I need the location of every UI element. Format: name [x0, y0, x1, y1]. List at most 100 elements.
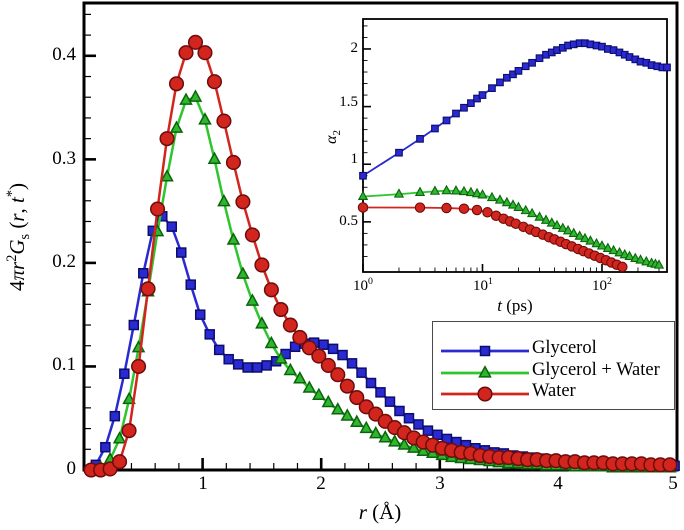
- square-marker: [521, 62, 530, 71]
- circle-marker: [477, 386, 493, 402]
- circle-marker: [273, 301, 289, 318]
- main-x-tick-label: 1: [198, 473, 208, 494]
- triangle-marker: [397, 437, 411, 450]
- circle-marker: [282, 317, 298, 333]
- triangle-marker: [641, 255, 652, 266]
- triangle-marker: [624, 250, 635, 261]
- triangle-marker: [507, 199, 519, 209]
- inset-plot: [357, 18, 671, 273]
- triangle-marker: [283, 362, 298, 376]
- circle-marker: [339, 378, 355, 394]
- square-marker: [422, 425, 434, 436]
- triangle-marker: [546, 217, 557, 227]
- triangle-marker: [293, 371, 307, 384]
- triangle-marker: [557, 222, 568, 232]
- triangle-marker: [520, 204, 531, 215]
- triangle-marker: [245, 293, 260, 306]
- circle-marker: [357, 202, 369, 213]
- circle-marker: [149, 201, 166, 217]
- triangle-marker: [494, 194, 506, 204]
- inset-x-tick-label: 101: [473, 276, 493, 294]
- circle-marker: [168, 76, 185, 92]
- legend-label: Water: [532, 381, 576, 401]
- legend-label: Glycerol + Water: [532, 360, 660, 380]
- main-y-axis-label: 4πr2Gs (r, t*): [4, 183, 34, 291]
- square-marker: [488, 84, 496, 93]
- triangle-marker: [207, 151, 222, 164]
- circle-marker: [263, 282, 279, 298]
- square-marker: [535, 54, 544, 63]
- square-marker: [119, 368, 130, 379]
- square-marker: [109, 410, 121, 422]
- square-marker: [431, 124, 439, 133]
- square-marker: [359, 171, 367, 180]
- triangle-marker: [226, 232, 241, 245]
- circle-marker: [441, 202, 452, 214]
- legend-key: [441, 386, 529, 402]
- triangle-marker: [477, 189, 488, 199]
- square-marker: [467, 99, 475, 107]
- circle-marker: [414, 202, 426, 213]
- circle-marker: [244, 227, 260, 243]
- triangle-marker: [591, 237, 602, 248]
- main-y-tick-label: 0.2: [52, 251, 76, 272]
- triangle-marker: [359, 420, 374, 434]
- triangle-marker: [406, 440, 421, 453]
- circle-marker: [131, 358, 147, 375]
- square-marker: [232, 359, 244, 370]
- square-marker: [403, 412, 415, 424]
- square-marker: [384, 396, 396, 407]
- circle-marker: [292, 329, 308, 346]
- triangle-marker: [614, 246, 625, 257]
- triangle-marker: [471, 187, 483, 198]
- triangle-marker: [416, 443, 430, 456]
- triangle-marker: [630, 252, 641, 263]
- square-marker: [413, 419, 424, 430]
- inset-series-water: [357, 202, 628, 273]
- legend-key: [441, 365, 529, 378]
- inset-y-tick-label: 1.5: [339, 94, 358, 110]
- triangle-marker: [478, 365, 492, 378]
- triangle-marker: [393, 188, 405, 198]
- square-marker: [213, 344, 225, 356]
- square-marker: [442, 116, 451, 125]
- inset-series-glycerol-water: [357, 184, 665, 269]
- square-marker: [365, 377, 377, 389]
- triangle-marker: [302, 380, 317, 393]
- legend-item-water: Water: [433, 381, 674, 403]
- square-marker: [452, 109, 460, 118]
- square-marker: [251, 362, 263, 373]
- triangle-marker: [551, 219, 563, 230]
- square-marker: [496, 78, 504, 87]
- triangle-marker: [501, 196, 513, 207]
- triangle-marker: [574, 230, 585, 240]
- square-marker: [460, 103, 468, 112]
- square-marker: [479, 345, 491, 357]
- triangle-marker: [534, 211, 545, 221]
- triangle-marker: [608, 244, 619, 255]
- circle-marker: [140, 281, 156, 297]
- triangle-marker: [526, 207, 538, 218]
- triangle-marker: [486, 191, 498, 202]
- square-marker: [185, 279, 196, 290]
- main-y-tick-label: 0: [66, 458, 77, 479]
- square-marker: [416, 135, 424, 143]
- series-line: [362, 42, 667, 177]
- circle-marker: [225, 154, 241, 171]
- legend-item-glycerol: Glycerol: [433, 338, 674, 360]
- triangle-marker: [450, 185, 462, 195]
- circle-marker: [482, 207, 493, 218]
- circle-marker: [206, 74, 223, 90]
- triangle-marker: [264, 335, 279, 349]
- circle-marker: [178, 45, 194, 61]
- triangle-marker: [441, 184, 452, 195]
- triangle-marker: [179, 92, 193, 105]
- triangle-marker: [568, 227, 579, 237]
- inset-y-axis-label: α2: [323, 130, 344, 144]
- square-marker: [346, 358, 358, 369]
- triangle-marker: [255, 316, 269, 329]
- triangle-marker: [357, 190, 369, 200]
- triangle-marker: [602, 242, 613, 252]
- main-x-tick-label: 2: [316, 473, 326, 494]
- triangle-marker: [414, 186, 426, 196]
